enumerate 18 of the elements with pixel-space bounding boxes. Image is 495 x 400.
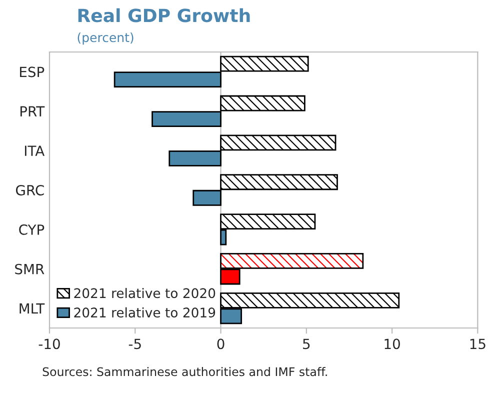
y-tick-label: CYP bbox=[19, 224, 44, 235]
x-tick-label: 5 bbox=[303, 338, 310, 350]
x-tick-label: -5 bbox=[128, 338, 141, 350]
y-tick-label: MLT bbox=[20, 303, 45, 314]
legend-label: 2021 relative to 2020 bbox=[74, 288, 216, 298]
x-tick-label: 15 bbox=[470, 338, 486, 350]
y-tick-label: ITA bbox=[24, 146, 45, 156]
chart-title: Real GDP Growth bbox=[78, 8, 250, 22]
x-tick-label: 0 bbox=[217, 338, 224, 350]
chart-subtitle: (percent) bbox=[78, 32, 134, 45]
y-tick-label: SMR bbox=[15, 264, 44, 274]
source-note: Sources: Sammarinese authorities and IMF staff. bbox=[42, 367, 327, 376]
x-tick-label: 10 bbox=[384, 338, 400, 350]
x-tick-label: -10 bbox=[38, 338, 60, 350]
y-tick-label: GRC bbox=[16, 184, 44, 196]
y-tick-label: ESP bbox=[20, 66, 44, 78]
legend-label: 2021 relative to 2019 bbox=[74, 307, 216, 318]
y-tick-label: PRT bbox=[20, 106, 45, 116]
